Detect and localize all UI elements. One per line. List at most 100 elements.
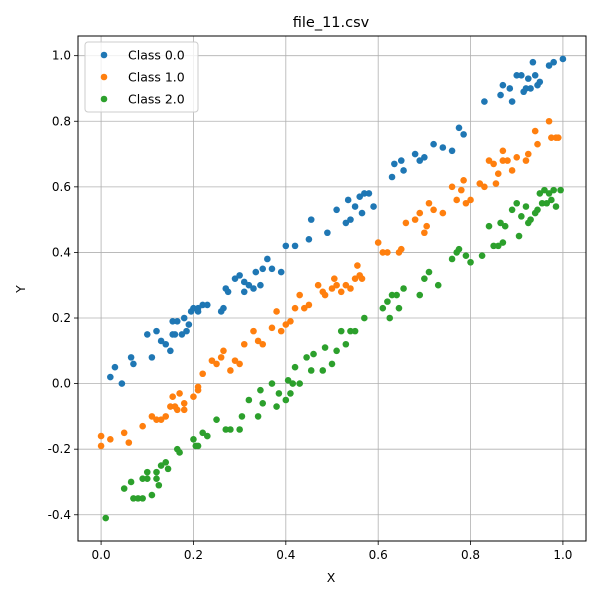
data-point [162, 458, 170, 466]
data-point [397, 157, 405, 164]
data-point [268, 380, 276, 387]
data-point [485, 222, 493, 230]
data-point [208, 357, 216, 364]
data-point [227, 426, 234, 433]
data-point [439, 209, 447, 217]
data-point [374, 239, 382, 246]
data-point [391, 160, 398, 168]
data-point [497, 219, 504, 227]
data-point [185, 321, 193, 328]
data-point [217, 354, 225, 361]
data-point [321, 291, 329, 299]
data-point [425, 268, 433, 276]
data-point [164, 465, 172, 473]
data-point [501, 222, 509, 230]
data-point [130, 495, 137, 502]
data-point [358, 275, 366, 282]
data-point [157, 337, 165, 345]
data-point [499, 239, 507, 246]
data-point [231, 275, 239, 282]
data-point [321, 344, 329, 351]
data-point [476, 180, 484, 187]
data-point [527, 216, 534, 223]
data-point [296, 291, 303, 299]
data-point [102, 514, 110, 522]
data-point [273, 403, 280, 410]
data-point [240, 278, 248, 286]
x-tick-label: 0.4 [276, 548, 295, 562]
legend-label: Class 1.0 [128, 70, 185, 85]
data-point [508, 206, 516, 214]
data-point [384, 298, 391, 305]
data-point [545, 190, 553, 197]
data-point [176, 390, 183, 397]
data-point [536, 190, 544, 197]
data-point [351, 275, 359, 282]
data-point [481, 98, 488, 105]
y-tick-label: 1.0 [52, 49, 71, 63]
data-point [490, 160, 497, 168]
data-point [333, 206, 340, 214]
data-point [543, 199, 551, 207]
data-point [379, 249, 387, 256]
data-point [529, 58, 537, 66]
data-point [268, 324, 276, 332]
data-point [157, 416, 165, 423]
data-point [213, 416, 220, 423]
data-point [499, 157, 507, 164]
data-point [111, 363, 119, 371]
data-point [118, 380, 126, 387]
data-point [314, 281, 322, 289]
data-point [204, 301, 211, 309]
data-point [448, 147, 456, 155]
y-tick-label: 0.6 [52, 180, 71, 194]
data-point [342, 340, 350, 348]
data-point [259, 399, 267, 407]
data-point [455, 245, 463, 253]
data-point [273, 308, 280, 315]
data-point [548, 134, 555, 141]
y-tick-label: 0.0 [52, 377, 71, 391]
data-point [356, 193, 364, 200]
data-point [148, 413, 156, 420]
data-point [231, 357, 239, 364]
data-point [173, 406, 181, 414]
data-point [515, 232, 523, 240]
data-point [287, 317, 294, 325]
data-point [148, 354, 156, 361]
data-point [467, 258, 474, 266]
data-point [148, 491, 156, 499]
legend-label: Class 0.0 [128, 48, 185, 63]
data-point [107, 373, 114, 381]
data-point [153, 416, 160, 423]
data-point [171, 331, 179, 338]
data-point [303, 354, 310, 361]
data-point [559, 55, 567, 63]
data-point [296, 380, 303, 387]
data-point [162, 413, 170, 420]
data-point [485, 157, 493, 164]
data-point [557, 186, 564, 194]
data-point [462, 199, 470, 207]
data-point [400, 167, 407, 174]
data-point [169, 317, 176, 325]
data-point [548, 196, 555, 204]
data-point [178, 331, 186, 338]
data-point [545, 62, 553, 69]
data-point [162, 340, 170, 348]
x-tick-label: 0.2 [184, 548, 203, 562]
data-point [344, 196, 352, 204]
data-point [386, 314, 394, 322]
data-point [180, 399, 188, 407]
data-point [370, 203, 377, 210]
data-point [439, 144, 447, 151]
y-tick-label: 0.8 [52, 114, 71, 128]
data-point [534, 206, 541, 214]
data-point [305, 236, 313, 243]
data-point [458, 186, 465, 194]
data-point [287, 390, 294, 397]
data-point [524, 150, 532, 158]
data-point [268, 265, 276, 273]
data-point [351, 203, 359, 210]
data-points [97, 55, 567, 522]
